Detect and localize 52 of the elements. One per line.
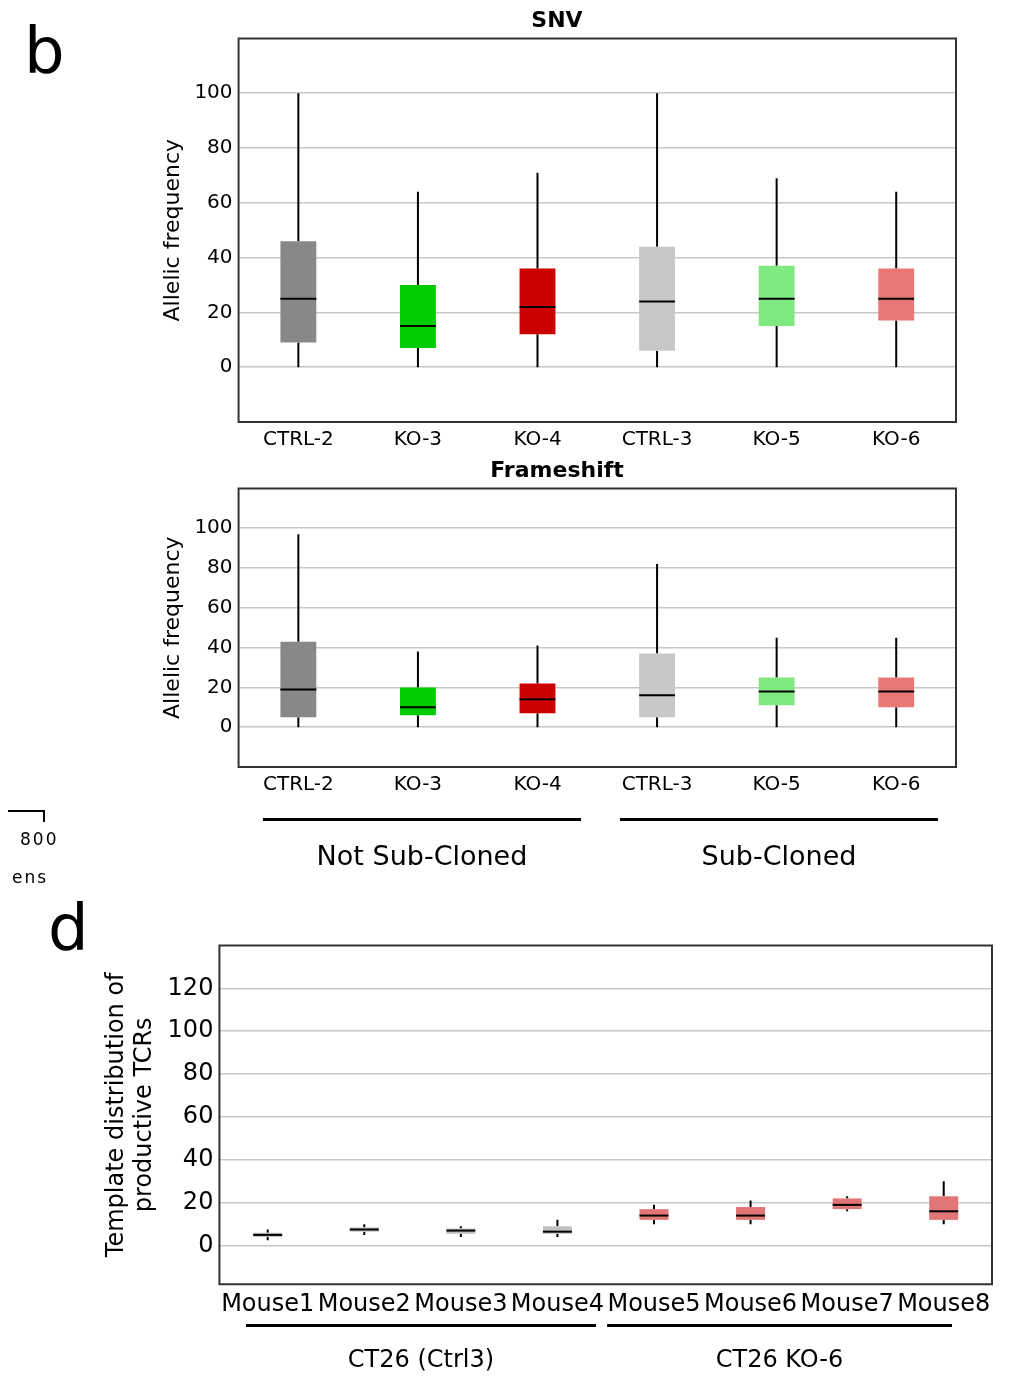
text: ens <box>12 867 49 887</box>
x-tick-label: CTRL-3 <box>621 771 693 796</box>
x-tick-label: KO-3 <box>393 426 443 451</box>
x-tick-label: CTRL-2 <box>262 426 334 451</box>
y-tick-label: 100 <box>194 79 233 104</box>
y-tick-label: 80 <box>207 554 233 579</box>
y-axis-title: Allelic frequency <box>158 536 184 719</box>
y-tick-label: 80 <box>207 134 233 159</box>
y-axis-title: Template distribution of productive TCRs <box>100 971 158 1259</box>
y-tick-label: 120 <box>167 972 214 1001</box>
x-tick-label: KO-6 <box>872 426 921 451</box>
y-tick-label: 0 <box>198 1229 214 1258</box>
x-tick-label: CTRL-2 <box>262 771 334 796</box>
text: CT26 KO-6 <box>715 1345 844 1373</box>
x-tick-label: Mouse8 <box>897 1288 991 1317</box>
x-tick-label: KO-5 <box>752 771 801 796</box>
x-tick-label: Mouse4 <box>510 1288 604 1317</box>
y-tick-label: 60 <box>207 594 233 618</box>
x-tick-label: Mouse7 <box>800 1288 894 1317</box>
x-tick-label: Mouse2 <box>317 1288 411 1317</box>
text: b <box>24 14 65 88</box>
x-tick-label: KO-4 <box>513 771 562 796</box>
x-tick-label: Mouse6 <box>703 1288 798 1317</box>
text: d <box>48 891 89 965</box>
y-tick-label: 40 <box>207 633 233 658</box>
chart-title: Frameshift <box>490 456 625 482</box>
y-tick-label: 40 <box>207 243 233 268</box>
y-tick-label: 100 <box>194 514 233 539</box>
x-tick-label: Mouse5 <box>607 1288 701 1317</box>
y-tick-label: 0 <box>219 353 233 378</box>
x-tick-label: KO-4 <box>513 426 562 451</box>
text: Not Sub-Cloned <box>316 840 528 872</box>
y-axis-title: Allelic frequency <box>158 138 184 322</box>
text: Sub-Cloned <box>701 840 857 872</box>
y-tick-label: 20 <box>207 298 233 323</box>
text: CT26 (Ctrl3) <box>347 1345 495 1373</box>
y-tick-label: 20 <box>182 1186 214 1215</box>
x-tick-label: KO-6 <box>872 771 921 796</box>
x-tick-label: CTRL-3 <box>621 426 693 451</box>
x-tick-label: KO-3 <box>393 771 443 796</box>
y-tick-label: 60 <box>182 1101 214 1130</box>
chart-title: SNV <box>531 6 583 32</box>
y-tick-label: 80 <box>182 1058 214 1087</box>
x-tick-label: KO-5 <box>752 426 801 451</box>
x-tick-label: Mouse1 <box>221 1288 315 1317</box>
y-tick-label: 0 <box>219 713 233 738</box>
y-tick-label: 100 <box>167 1015 214 1044</box>
text: 800 <box>20 829 59 849</box>
y-tick-label: 20 <box>207 673 233 698</box>
y-tick-label: 60 <box>207 189 233 213</box>
y-tick-label: 40 <box>182 1144 214 1173</box>
x-tick-label: Mouse3 <box>414 1288 508 1317</box>
